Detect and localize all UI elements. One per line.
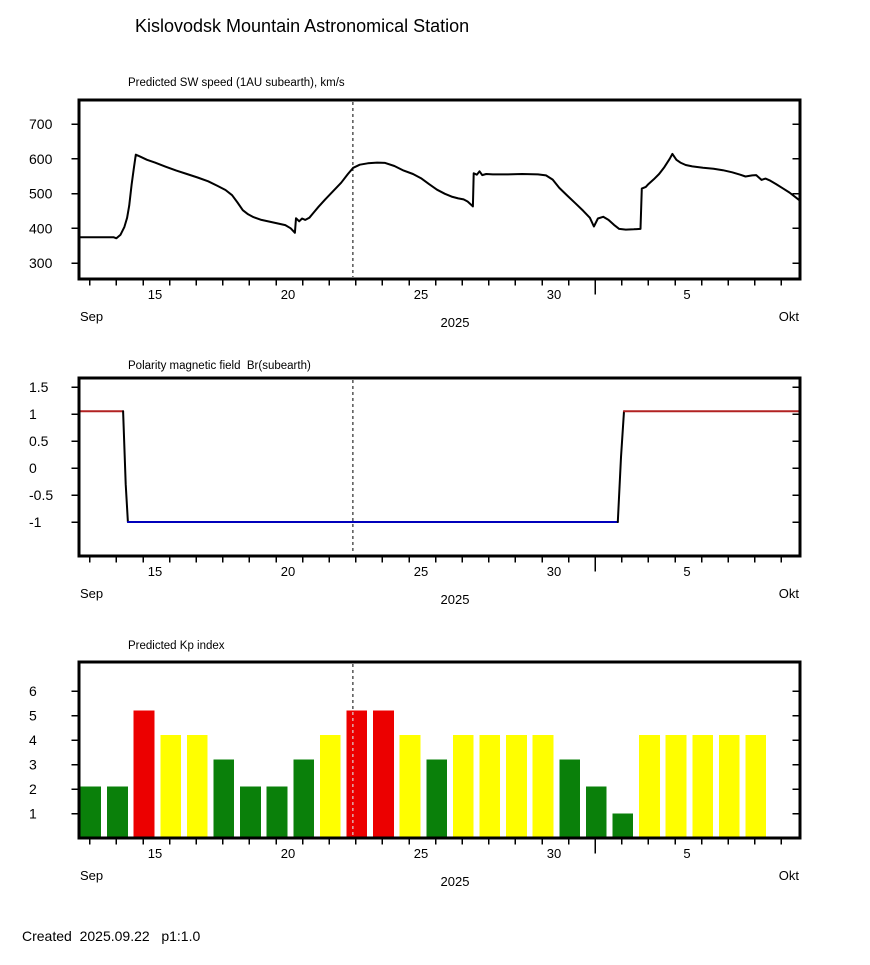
kp-bar (426, 759, 447, 837)
y-tick-label: 700 (29, 116, 53, 132)
year-label: 2025 (441, 315, 470, 330)
polarity-chart-title: Polarity magnetic field Br(subearth) (128, 360, 311, 372)
y-tick-label: 600 (29, 151, 53, 167)
sw-speed-border (77, 98, 802, 281)
x-tick-label: 25 (414, 846, 428, 861)
year-label: 2025 (441, 592, 470, 607)
x-tick-label: 25 (414, 287, 428, 302)
kp-bar (107, 786, 128, 837)
kp-bar (399, 735, 421, 837)
polarity-border (77, 376, 802, 558)
kp-bar (612, 813, 634, 837)
polarity-plot-area (79, 378, 800, 556)
month-label-left: Sep (80, 868, 103, 883)
kp-bar (452, 735, 474, 837)
kp-bar (240, 786, 261, 837)
kp-bar (479, 735, 501, 837)
x-tick-label: 15 (148, 846, 162, 861)
kp-bar (213, 759, 235, 837)
kp-bar (160, 735, 181, 837)
created-footer: Created 2025.09.22 p1:1.0 (22, 928, 201, 944)
x-tick-label: 5 (683, 564, 690, 579)
kp-bar (665, 735, 687, 837)
year-label: 2025 (441, 874, 470, 889)
kp-bar (319, 735, 341, 837)
y-tick-label: 500 (29, 186, 53, 202)
kp-bar (266, 786, 288, 837)
kp-bar (532, 735, 554, 837)
kp-bar (692, 735, 713, 837)
y-tick-label: -1 (29, 514, 42, 530)
kp-bar (559, 759, 580, 837)
month-label-right: Okt (779, 309, 800, 324)
y-tick-label: 400 (29, 220, 53, 236)
x-tick-label: 30 (547, 564, 561, 579)
x-tick-label: 25 (414, 564, 428, 579)
kp-bar (186, 735, 208, 837)
kp-bar (346, 710, 368, 837)
kp-bar (745, 735, 767, 837)
kp-bar (718, 735, 740, 837)
y-tick-label: 300 (29, 255, 53, 271)
x-tick-label: 20 (281, 564, 295, 579)
x-tick-label: 20 (281, 287, 295, 302)
x-tick-label: 30 (547, 846, 561, 861)
sw-speed-curve (77, 152, 802, 240)
y-tick-label: 1 (29, 806, 37, 822)
polarity-transition-down (122, 410, 129, 523)
kp-chart-title: Predicted Kp index (128, 640, 225, 652)
y-tick-label: 2 (29, 781, 37, 797)
x-tick-label: 20 (281, 846, 295, 861)
kp-index-border (77, 660, 802, 840)
month-label-left: Sep (80, 309, 103, 324)
polarity-transition-up (616, 410, 625, 523)
kp-bar (373, 710, 394, 837)
sw-speed-chart-title: Predicted SW speed (1AU subearth), km/s (128, 77, 345, 89)
month-label-right: Okt (779, 868, 800, 883)
kp-bar (80, 786, 102, 837)
y-tick-label: -0.5 (29, 487, 53, 503)
page-title: Kislovodsk Mountain Astronomical Station (135, 16, 470, 36)
kp-bar (293, 759, 314, 837)
x-tick-label: 30 (547, 287, 561, 302)
y-tick-label: 1 (29, 406, 37, 422)
y-tick-label: 5 (29, 708, 37, 724)
kp-bar (506, 735, 527, 837)
month-label-left: Sep (80, 586, 103, 601)
x-tick-label: 5 (683, 846, 690, 861)
y-tick-label: 0 (29, 460, 37, 476)
y-tick-label: 3 (29, 757, 37, 773)
sw-speed-plot-area (79, 100, 800, 279)
month-label-right: Okt (779, 586, 800, 601)
x-tick-label: 5 (683, 287, 690, 302)
y-tick-label: 6 (29, 683, 37, 699)
x-tick-label: 15 (148, 564, 162, 579)
x-tick-label: 15 (148, 287, 162, 302)
kp-bar (133, 710, 155, 837)
y-tick-label: 4 (29, 732, 37, 748)
y-tick-label: 0.5 (29, 433, 49, 449)
kp-bar (639, 735, 660, 837)
y-tick-label: 1.5 (29, 379, 49, 395)
kp-bar (585, 786, 607, 837)
